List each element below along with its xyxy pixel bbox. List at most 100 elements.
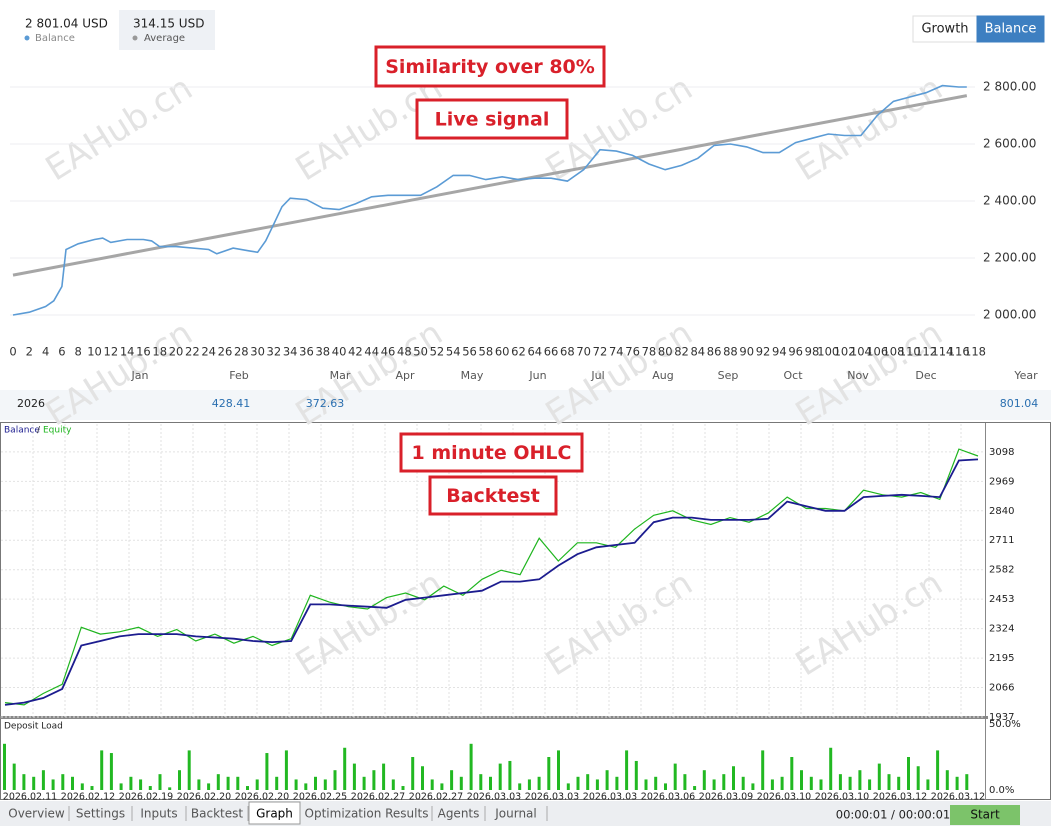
x-tick-label: 116 — [948, 345, 970, 359]
toggle-button[interactable] — [912, 15, 978, 43]
load-bar — [634, 760, 638, 790]
load-bar — [790, 757, 794, 790]
x-tick-label: 48 — [397, 345, 412, 359]
x-tick-label: 36 — [299, 345, 314, 359]
annotation-box — [428, 475, 558, 516]
load-bar — [411, 757, 415, 790]
toggle-label[interactable]: Balance — [985, 22, 1037, 37]
load-bar — [887, 774, 891, 790]
balance-label: Balance — [35, 33, 75, 44]
tab-bar — [0, 801, 1051, 826]
load-bar — [498, 763, 502, 790]
load-bar — [109, 753, 113, 790]
load-bar — [557, 750, 560, 790]
x-tick-label: 18 — [152, 345, 167, 359]
load-bar — [284, 750, 288, 790]
start-button[interactable] — [950, 805, 1020, 825]
tab-label[interactable]: Graph — [256, 807, 293, 821]
load-bar — [421, 766, 424, 790]
load-bar — [343, 747, 347, 790]
start-label[interactable]: Start — [970, 808, 1000, 822]
x-tick-label: 2026.02.20 — [177, 792, 231, 803]
x-tick-label: 52 — [430, 345, 445, 359]
y-tick-label: 2 000.00 — [983, 308, 1036, 322]
load-bar — [809, 776, 813, 790]
legend-equity: Equity — [43, 426, 72, 436]
x-tick-label: 26 — [218, 345, 233, 359]
month-label: Feb — [229, 369, 248, 382]
load-bar — [469, 743, 473, 790]
average-label: Average — [144, 33, 185, 44]
load-bar — [187, 750, 191, 790]
toggle-label[interactable]: Growth — [921, 22, 968, 37]
x-tick-label: 62 — [511, 345, 526, 359]
load-bar — [907, 757, 910, 790]
x-tick-label: 34 — [283, 345, 298, 359]
load-bar — [897, 776, 901, 790]
x-tick-label: 28 — [234, 345, 249, 359]
load-bar — [605, 770, 609, 790]
load-bar — [965, 774, 969, 790]
load-bar — [32, 776, 36, 790]
x-tick-label: 76 — [625, 345, 640, 359]
year-label: 2026 — [17, 397, 45, 410]
load-bar — [761, 750, 765, 790]
x-tick-label: 2026.02.27 — [351, 792, 405, 803]
load-bar — [119, 783, 123, 790]
x-tick-label: 114 — [931, 345, 953, 359]
tab-label[interactable]: Agents — [438, 807, 480, 821]
load-bar — [489, 776, 492, 790]
load-bar — [129, 776, 133, 790]
load-bar — [80, 783, 84, 790]
load-bar — [197, 779, 201, 790]
x-tick-label: 42 — [348, 345, 363, 359]
toggle-button[interactable] — [976, 15, 1045, 43]
tab-label[interactable]: Overview — [8, 807, 65, 821]
y-tick-label: 2582 — [989, 565, 1014, 576]
x-tick-label: 96 — [788, 345, 803, 359]
load-bar — [226, 776, 230, 790]
annotation: Similarity over 80% — [385, 56, 595, 78]
x-tick-label: 2026.03.09 — [699, 792, 753, 803]
balance-value: 2 801.04 USD — [25, 17, 108, 31]
x-tick-label: 94 — [772, 345, 787, 359]
load-bar — [158, 774, 162, 790]
x-tick-label: 0 — [9, 345, 16, 359]
y-tick-label: 2 200.00 — [983, 251, 1036, 265]
tab-label[interactable]: Settings — [76, 807, 125, 821]
year-value: 428.41 — [212, 397, 251, 410]
load-bar — [479, 774, 483, 790]
load-bar — [819, 779, 823, 790]
load-bar — [459, 776, 463, 790]
annotation-box — [374, 45, 606, 88]
series-line — [4, 458, 979, 706]
tab-label[interactable]: Inputs — [140, 807, 177, 821]
load-bar — [829, 747, 833, 790]
load-bar — [430, 779, 434, 790]
x-tick-label: 100 — [817, 345, 839, 359]
load-bar — [41, 770, 45, 790]
tab-label[interactable]: Backtest — [191, 807, 243, 821]
load-bar — [576, 776, 580, 790]
load-bar — [537, 776, 541, 790]
y-tick-label: 2 400.00 — [983, 194, 1036, 208]
month-label: Jul — [590, 369, 604, 382]
x-tick-label: 2026.02.27 — [409, 792, 463, 803]
x-tick-label: 78 — [642, 345, 657, 359]
average-value: 314.15 USD — [133, 17, 204, 31]
tab-label[interactable]: Optimization Results — [305, 807, 429, 821]
load-bar — [401, 786, 405, 790]
y-tick-label: 2453 — [989, 594, 1014, 605]
load-bar — [255, 779, 259, 790]
month-label: May — [461, 369, 484, 382]
x-tick-label: 6 — [58, 345, 65, 359]
x-tick-label: 2026.02.25 — [293, 792, 347, 803]
x-tick-label: 2026.03.03 — [525, 792, 579, 803]
x-tick-label: 40 — [332, 345, 347, 359]
y-tick-label: 2 800.00 — [983, 80, 1036, 94]
tab-label[interactable]: Journal — [494, 807, 537, 821]
y-tick-label: 2969 — [989, 476, 1014, 487]
tab-active[interactable] — [248, 801, 301, 825]
y-tick-label: 1937 — [989, 712, 1014, 723]
load-bar — [955, 776, 959, 790]
